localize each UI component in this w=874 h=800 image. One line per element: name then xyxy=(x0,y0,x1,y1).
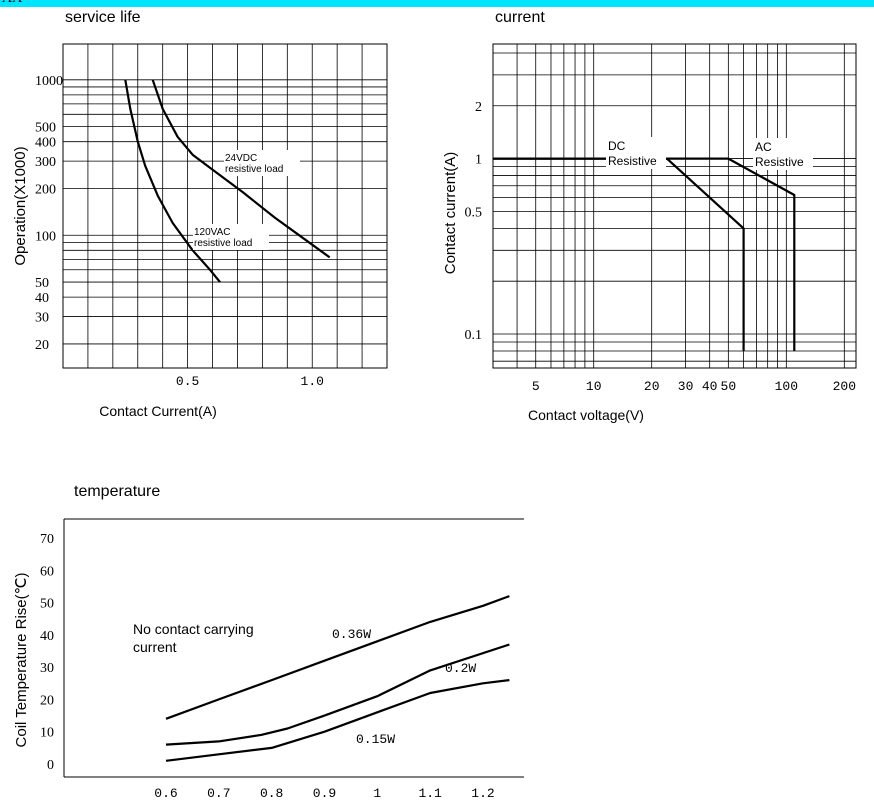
label-background xyxy=(193,224,269,250)
series-label: 0.2W xyxy=(445,661,476,676)
y-tick-label: 300 xyxy=(35,155,56,170)
label-background xyxy=(224,150,300,176)
chart-service-life: service life Operation(X1000) Contact Cu… xyxy=(12,9,388,419)
x-tick-label: 30 xyxy=(678,379,694,394)
series-label: resistive load xyxy=(194,238,252,249)
header-text: AA xyxy=(2,0,22,7)
series-line xyxy=(151,79,331,259)
series-label: 0.36W xyxy=(332,627,371,642)
series-label: Resistive xyxy=(608,154,657,168)
label-background xyxy=(753,138,813,170)
x-tick-label: 0.8 xyxy=(260,786,283,800)
x-axis-label: Contact Current(A) xyxy=(99,403,216,419)
y-tick-label: 40 xyxy=(40,629,54,644)
y-tick-label: 1 xyxy=(475,153,482,168)
annotation-text: No contact carrying xyxy=(133,621,254,637)
x-tick-label: 1.1 xyxy=(418,786,442,800)
y-tick-label: 0 xyxy=(47,758,54,773)
series-line xyxy=(165,643,510,746)
y-tick-label: 30 xyxy=(35,311,49,326)
x-tick-label: 100 xyxy=(775,379,798,394)
annotation-text: current xyxy=(133,639,177,655)
x-tick-label: 1 xyxy=(373,786,381,800)
y-tick-label: 10 xyxy=(40,726,54,741)
x-tick-label: 0.7 xyxy=(207,786,230,800)
x-tick-label: 20 xyxy=(644,379,660,394)
x-axis-label: Contact voltage(V) xyxy=(528,407,644,423)
chart-title: temperature xyxy=(74,483,160,500)
x-tick-label: 0.9 xyxy=(313,786,336,800)
plot-frame xyxy=(62,43,388,369)
chart-title: current xyxy=(495,9,545,26)
y-tick-label: 0.1 xyxy=(465,328,483,343)
series-line xyxy=(493,157,745,351)
chart-current: current Contact current(A) Contact volta… xyxy=(442,9,857,423)
chart-temperature: temperature Coil Temperature Rise(℃) 70 6… xyxy=(13,483,524,800)
x-tick-label: 200 xyxy=(833,379,856,394)
series-label: resistive load xyxy=(225,164,283,175)
y-tick-label: 50 xyxy=(35,276,49,291)
series-label: 120VAC xyxy=(194,227,231,238)
y-tick-label: 0.5 xyxy=(465,205,483,220)
series-label: 0.15W xyxy=(356,732,395,747)
chart-title: service life xyxy=(65,9,141,26)
x-tick-label: 0.6 xyxy=(154,786,177,800)
x-tick-label: 1.2 xyxy=(471,786,494,800)
series-line xyxy=(165,595,510,720)
y-tick-label: 20 xyxy=(35,338,49,353)
y-tick-label: 400 xyxy=(35,136,56,151)
x-tick-label: 50 xyxy=(721,379,737,394)
x-tick-label: 10 xyxy=(586,379,602,394)
series-line xyxy=(124,79,221,283)
series-label: 24VDC xyxy=(225,153,257,164)
y-axis-label: Operation(X1000) xyxy=(12,146,29,265)
top-accent-bar xyxy=(0,0,874,7)
y-tick-label: 30 xyxy=(40,661,54,676)
plot-frame xyxy=(492,43,857,369)
y-tick-label: 70 xyxy=(40,532,54,547)
x-tick-label: 5 xyxy=(532,379,540,394)
y-tick-label: 40 xyxy=(35,291,49,306)
y-tick-label: 500 xyxy=(35,121,56,136)
series-line xyxy=(493,157,796,351)
series-label: AC xyxy=(755,140,772,154)
y-tick-label: 200 xyxy=(35,182,56,197)
series-label: DC xyxy=(608,139,626,153)
y-tick-label: 20 xyxy=(40,693,54,708)
y-axis-label: Contact current(A) xyxy=(442,152,459,275)
label-background xyxy=(606,137,666,169)
x-tick-label: 40 xyxy=(702,379,718,394)
y-axis-label: Coil Temperature Rise(℃) xyxy=(13,573,30,748)
y-tick-label: 50 xyxy=(40,597,54,612)
y-tick-label: 2 xyxy=(475,100,482,115)
y-tick-label: 100 xyxy=(35,229,56,244)
series-line xyxy=(165,679,510,762)
x-tick-label: 1.0 xyxy=(301,374,324,389)
series-label: Resistive xyxy=(755,155,804,169)
y-tick-label: 60 xyxy=(40,564,54,579)
y-tick-label: 1000 xyxy=(35,74,63,89)
x-tick-label: 0.5 xyxy=(176,374,199,389)
